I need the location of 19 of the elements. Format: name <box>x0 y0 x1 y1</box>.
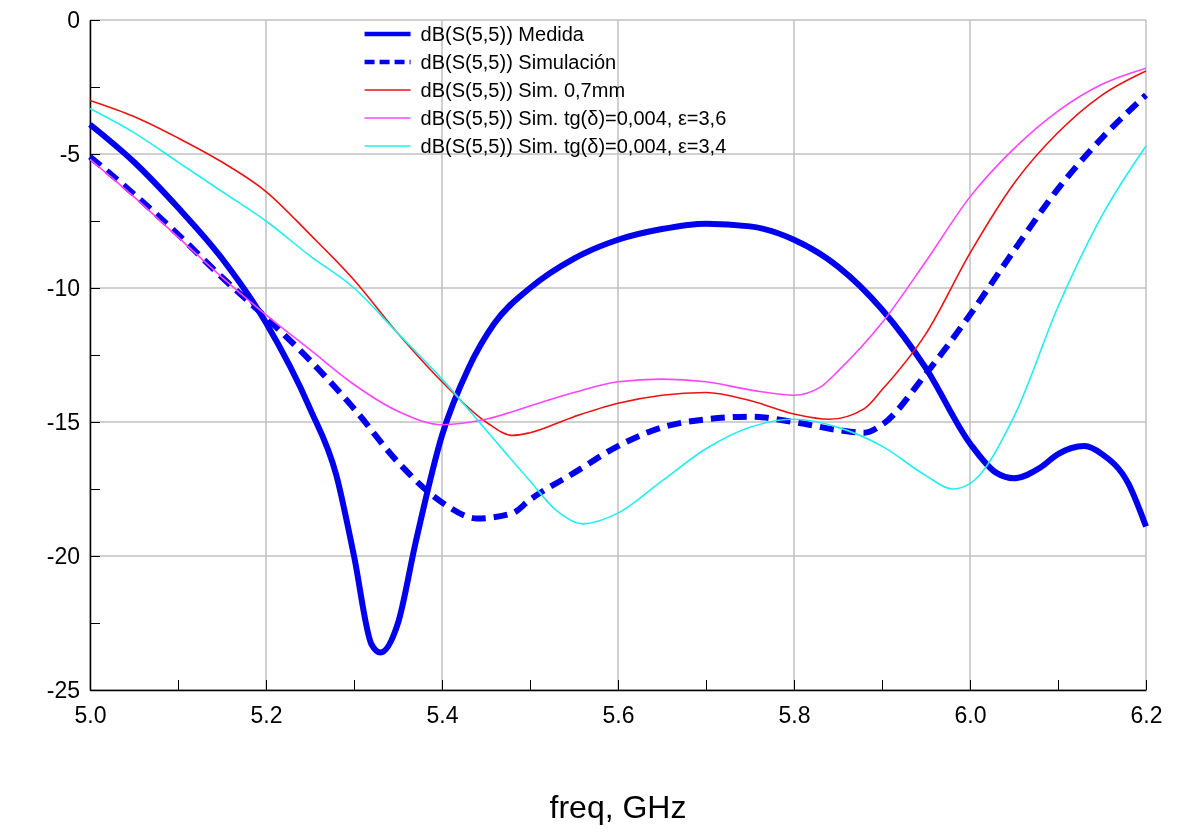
x-tick-label: 6.0 <box>954 701 987 728</box>
y-tick-label: -20 <box>46 542 81 569</box>
y-tick-label: -15 <box>46 408 81 435</box>
x-tick-label: 5.0 <box>74 701 107 728</box>
x-tick-label: 5.6 <box>602 701 635 728</box>
x-tick-label: 5.4 <box>426 701 459 728</box>
x-tick-label: 5.8 <box>778 701 811 728</box>
legend-label: dB(S(5,5)) Sim. tg(δ)=0,004, ε=3,6 <box>420 107 727 129</box>
x-tick-label: 5.2 <box>250 701 283 728</box>
legend-label: dB(S(5,5)) Simulación <box>420 51 617 73</box>
x-axis-title: freq, GHz <box>549 789 687 825</box>
y-tick-label: -10 <box>46 274 81 301</box>
x-tick-label: 6.2 <box>1130 701 1163 728</box>
legend-label: dB(S(5,5)) Medida <box>420 23 585 45</box>
legend-label: dB(S(5,5)) Sim. tg(δ)=0,004, ε=3,4 <box>420 135 727 157</box>
y-tick-label: -5 <box>59 140 81 167</box>
legend-label: dB(S(5,5)) Sim. 0,7mm <box>420 79 626 101</box>
y-tick-label: 0 <box>67 6 81 33</box>
y-tick-label: -25 <box>46 676 81 703</box>
